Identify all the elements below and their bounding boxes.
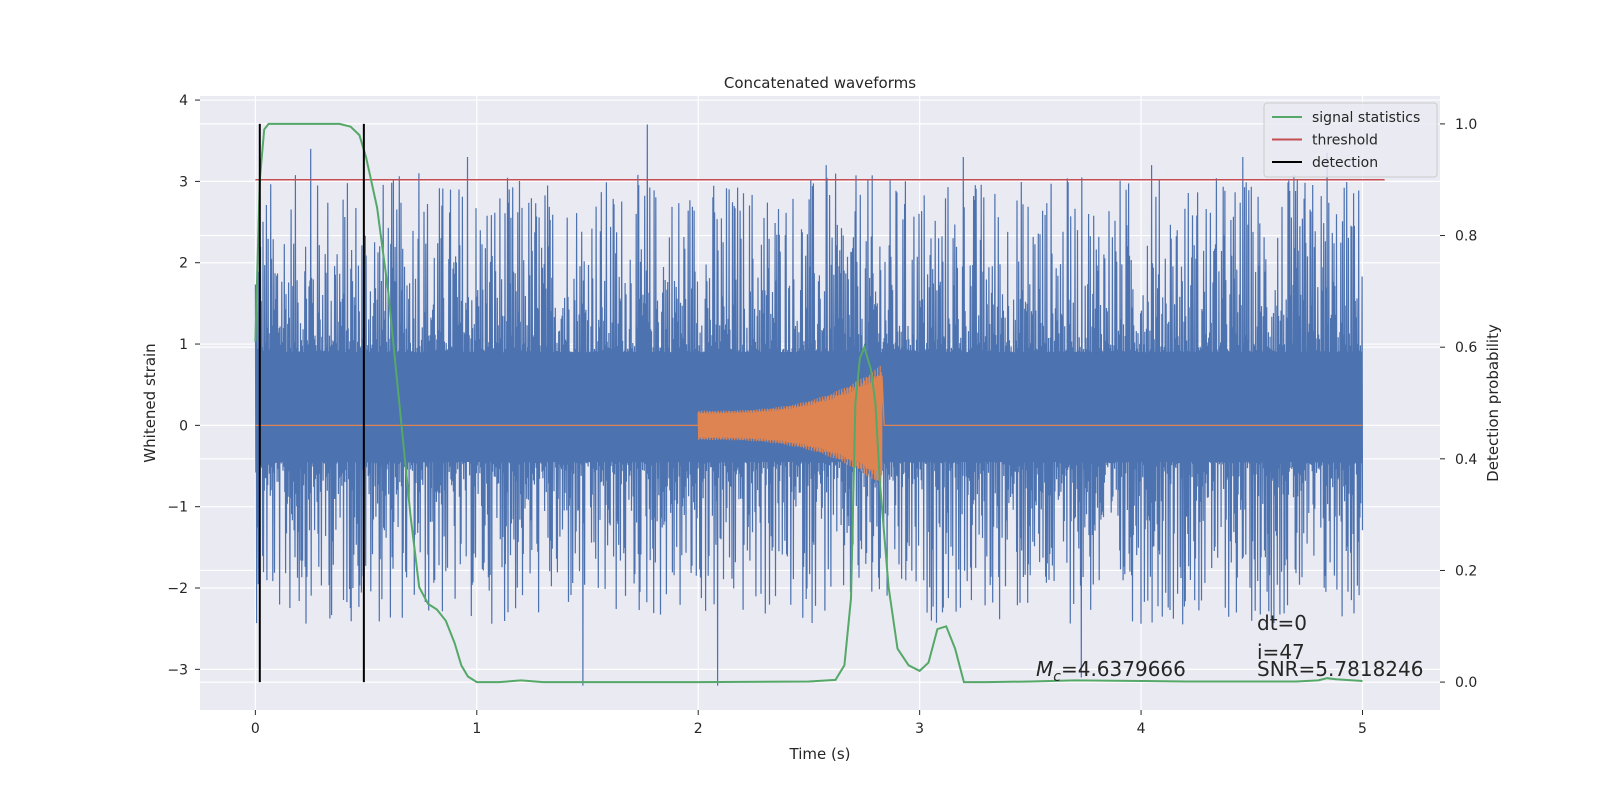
y2-tick-label: 0.2 [1455, 563, 1477, 579]
x-tick-label: 1 [472, 721, 481, 737]
y-tick-label: −3 [167, 662, 188, 678]
y2-tick-label: 0.0 [1455, 675, 1477, 691]
y-tick-label: 0 [179, 418, 188, 434]
x-tick-label: 3 [915, 721, 924, 737]
dt-annotation: dt=0 [1257, 611, 1307, 635]
x-axis-label: Time (s) [789, 745, 851, 763]
legend-entry-label: detection [1312, 155, 1378, 171]
legend-entry-label: signal statistics [1312, 110, 1420, 126]
y-tick-label: 4 [179, 93, 188, 109]
index-annotation: i=47 [1257, 640, 1305, 664]
y-tick-label: −2 [167, 581, 188, 597]
y2-tick-label: 0.8 [1455, 229, 1477, 245]
y-tick-label: 3 [179, 174, 188, 190]
chirp-mass-symbol: M [1036, 657, 1053, 681]
chirp-mass-value: =4.6379666 [1061, 657, 1186, 681]
snr-annotation: SNR=5.7818246 [1257, 657, 1423, 681]
y-tick-label: 2 [179, 256, 188, 272]
legend-entry-label: threshold [1312, 133, 1378, 149]
y2-tick-label: 0.6 [1455, 340, 1477, 356]
x-tick-label: 2 [694, 721, 703, 737]
legend: signal statistics threshold detection [1263, 102, 1438, 178]
y-tick-label: −1 [167, 500, 188, 516]
chart-title: Concatenated waveforms [724, 74, 916, 92]
chirp-mass-subscript: c [1053, 669, 1061, 685]
y2-axis-label: Detection probability [1484, 324, 1502, 482]
detection-lines [258, 123, 365, 683]
x-tick-label: 4 [1137, 721, 1146, 737]
noise-series [254, 124, 1364, 686]
y2-tick-label: 0.4 [1455, 452, 1477, 468]
x-tick-label: 5 [1358, 721, 1367, 737]
y-tick-label: 1 [179, 337, 188, 353]
chirp-mass-annotation: Mc=4.6379666 [1036, 657, 1186, 685]
y2-tick-label: 1.0 [1455, 117, 1477, 133]
annotations: Mc=4.6379666 dt=0 i=47 SNR=5.7818246 [1036, 611, 1423, 685]
y-axis-label: Whitened strain [141, 343, 159, 462]
injection-series [255, 365, 1363, 484]
x-tick-label: 0 [251, 721, 260, 737]
axis-ticks: 0 1 2 3 4 5 −3 −2 −1 0 1 2 3 4 0.0 0.2 0.4 0.6 0.8 1.0 [167, 93, 1477, 737]
legend-box [1263, 102, 1438, 178]
signal-statistics-line [254, 122, 1363, 684]
